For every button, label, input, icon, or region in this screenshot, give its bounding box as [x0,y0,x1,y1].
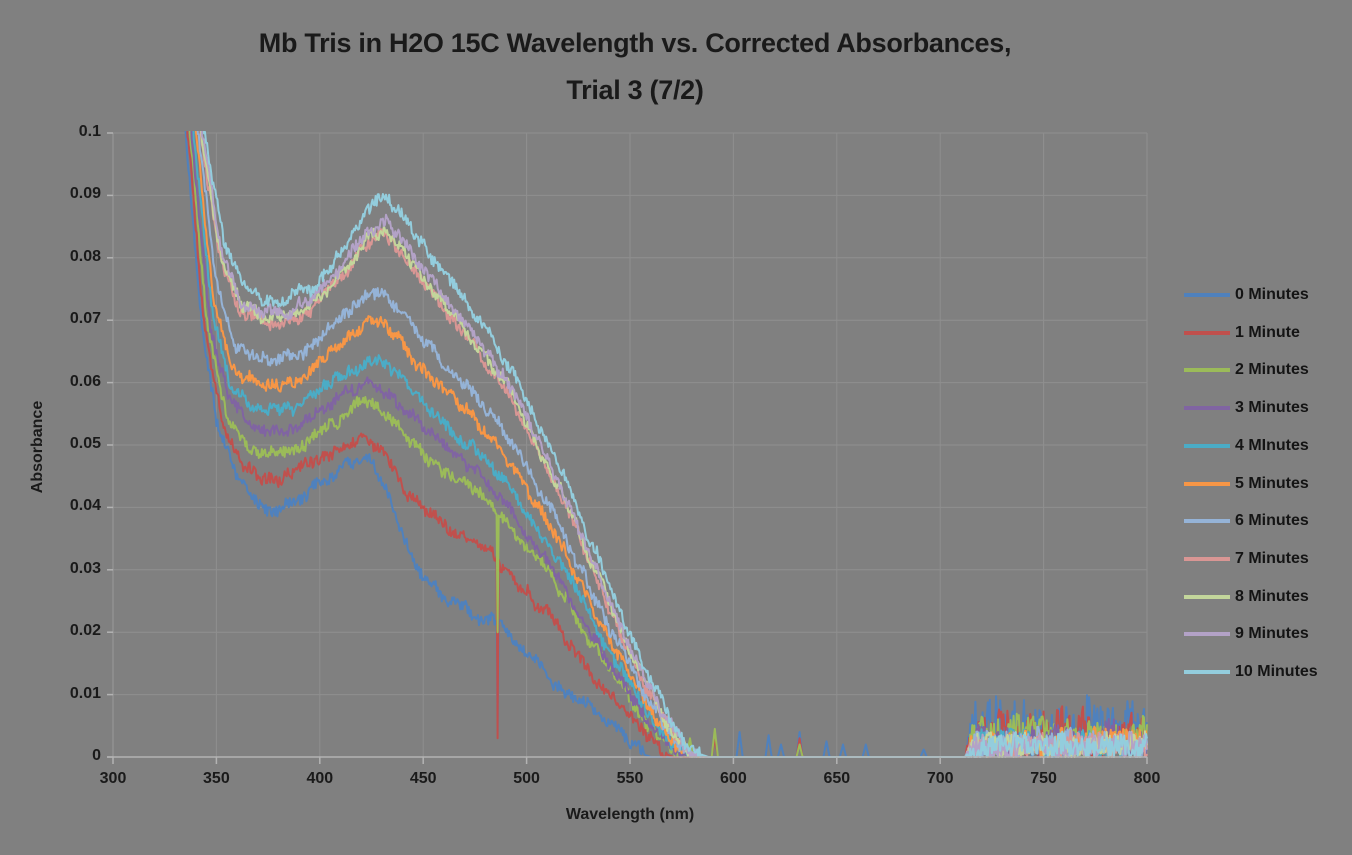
y-tick-label: 0.03 [69,559,101,577]
series-line-5-minutes [194,131,1148,758]
series-line-1-minute [186,131,1148,758]
y-tick-label: 0.09 [69,185,101,203]
x-tick-label: 300 [99,770,127,787]
legend-swatch [1184,670,1230,674]
legend-label: 4 MInutes [1235,436,1309,454]
series-line-4-minutes [192,131,1148,758]
legend-label: 6 Minutes [1235,512,1309,530]
y-tick-label: 0.06 [69,372,101,390]
chart-title: Mb Tris in H2O 15C Wavelength vs. Correc… [120,20,1150,114]
series-line-8-minutes [200,131,1148,758]
legend-item-8-minutes: 8 Minutes [1184,586,1309,608]
y-tick-label: 0.01 [69,684,101,702]
series-line-7-minutes [199,131,1148,758]
x-tick-label: 700 [926,770,954,787]
y-tick-label: 0.08 [69,247,101,265]
legend-item-10-minutes: 10 Minutes [1184,661,1318,683]
legend-label: 7 Minutes [1235,549,1309,567]
legend-swatch [1184,293,1230,297]
legend-label: 1 Minute [1235,323,1300,341]
legend-swatch [1184,556,1230,561]
x-tick-label: 500 [513,770,540,787]
legend-swatch [1184,330,1230,335]
legend-label: 8 Minutes [1235,587,1309,605]
legend-swatch [1184,481,1230,486]
series-lines [184,131,1148,758]
x-tick-label: 750 [1030,770,1057,787]
x-tick-label: 800 [1133,770,1161,787]
x-tick-label: 550 [616,770,644,787]
y-tick-label: 0.07 [69,310,101,328]
axes [107,132,1148,764]
chart-title-line2: Trial 3 (7/2) [566,75,704,105]
legend-swatch [1184,519,1230,524]
y-tick-label: 0.05 [69,435,101,452]
legend-item-5-minutes: 5 Minutes [1184,473,1309,495]
x-tick-label: 600 [720,770,747,787]
x-axis-title: Wavelength (nm) [565,806,695,823]
series-line-10-minutes [202,131,1148,758]
legend-label: 2 Minutes [1235,361,1309,379]
x-tick-label: 650 [823,770,851,787]
legend-swatch [1184,368,1230,373]
legend-item-7-minutes: 7 Minutes [1184,548,1309,570]
series-line-9-minutes [200,131,1148,758]
legend-item-0-minutes: 0 Minutes [1184,284,1309,306]
series-line-2-minutes [188,131,1148,758]
legend-label: 3 Minutes [1235,399,1309,417]
chart-title-line1: Mb Tris in H2O 15C Wavelength vs. Correc… [258,28,1012,58]
x-tick-label: 350 [203,770,230,787]
legend-label: 9 Minutes [1235,625,1309,643]
y-tick-label: 0.1 [78,123,101,140]
legend-label: 0 Minutes [1235,286,1309,303]
series-line-3-minutes [190,131,1148,758]
legend-item-6-minutes: 6 Minutes [1184,510,1309,532]
legend-label: 5 Minutes [1235,474,1309,492]
legend-item-1-minute: 1 Minute [1184,322,1300,344]
legend-swatch [1184,443,1230,448]
legend-label: 10 Minutes [1235,663,1318,680]
y-tick-label: 0.04 [69,497,101,515]
y-tick-label: 0 [92,747,101,764]
legend-item-2-minutes: 2 Minutes [1184,359,1309,381]
legend-swatch [1184,632,1230,637]
legend-item-3-minutes: 3 Minutes [1184,397,1309,419]
x-tick-label: 400 [306,770,334,787]
legend-swatch [1184,594,1230,599]
legend-item-4-minutes: 4 MInutes [1184,435,1309,457]
y-tick-label: 0.02 [69,622,101,640]
x-tick-label: 450 [409,770,437,787]
legend-item-9-minutes: 9 Minutes [1184,623,1309,645]
series-line-0-minutes [184,131,1148,758]
legend-swatch [1184,406,1230,411]
